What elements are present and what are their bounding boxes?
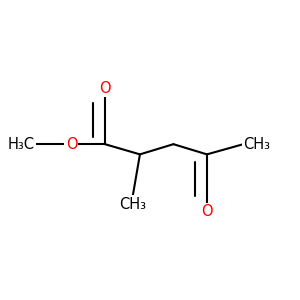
Text: O: O bbox=[201, 204, 213, 219]
Text: O: O bbox=[99, 81, 111, 96]
Text: O: O bbox=[66, 137, 77, 152]
Text: CH₃: CH₃ bbox=[119, 196, 146, 211]
Text: H₃C: H₃C bbox=[8, 137, 35, 152]
Text: CH₃: CH₃ bbox=[243, 137, 270, 152]
